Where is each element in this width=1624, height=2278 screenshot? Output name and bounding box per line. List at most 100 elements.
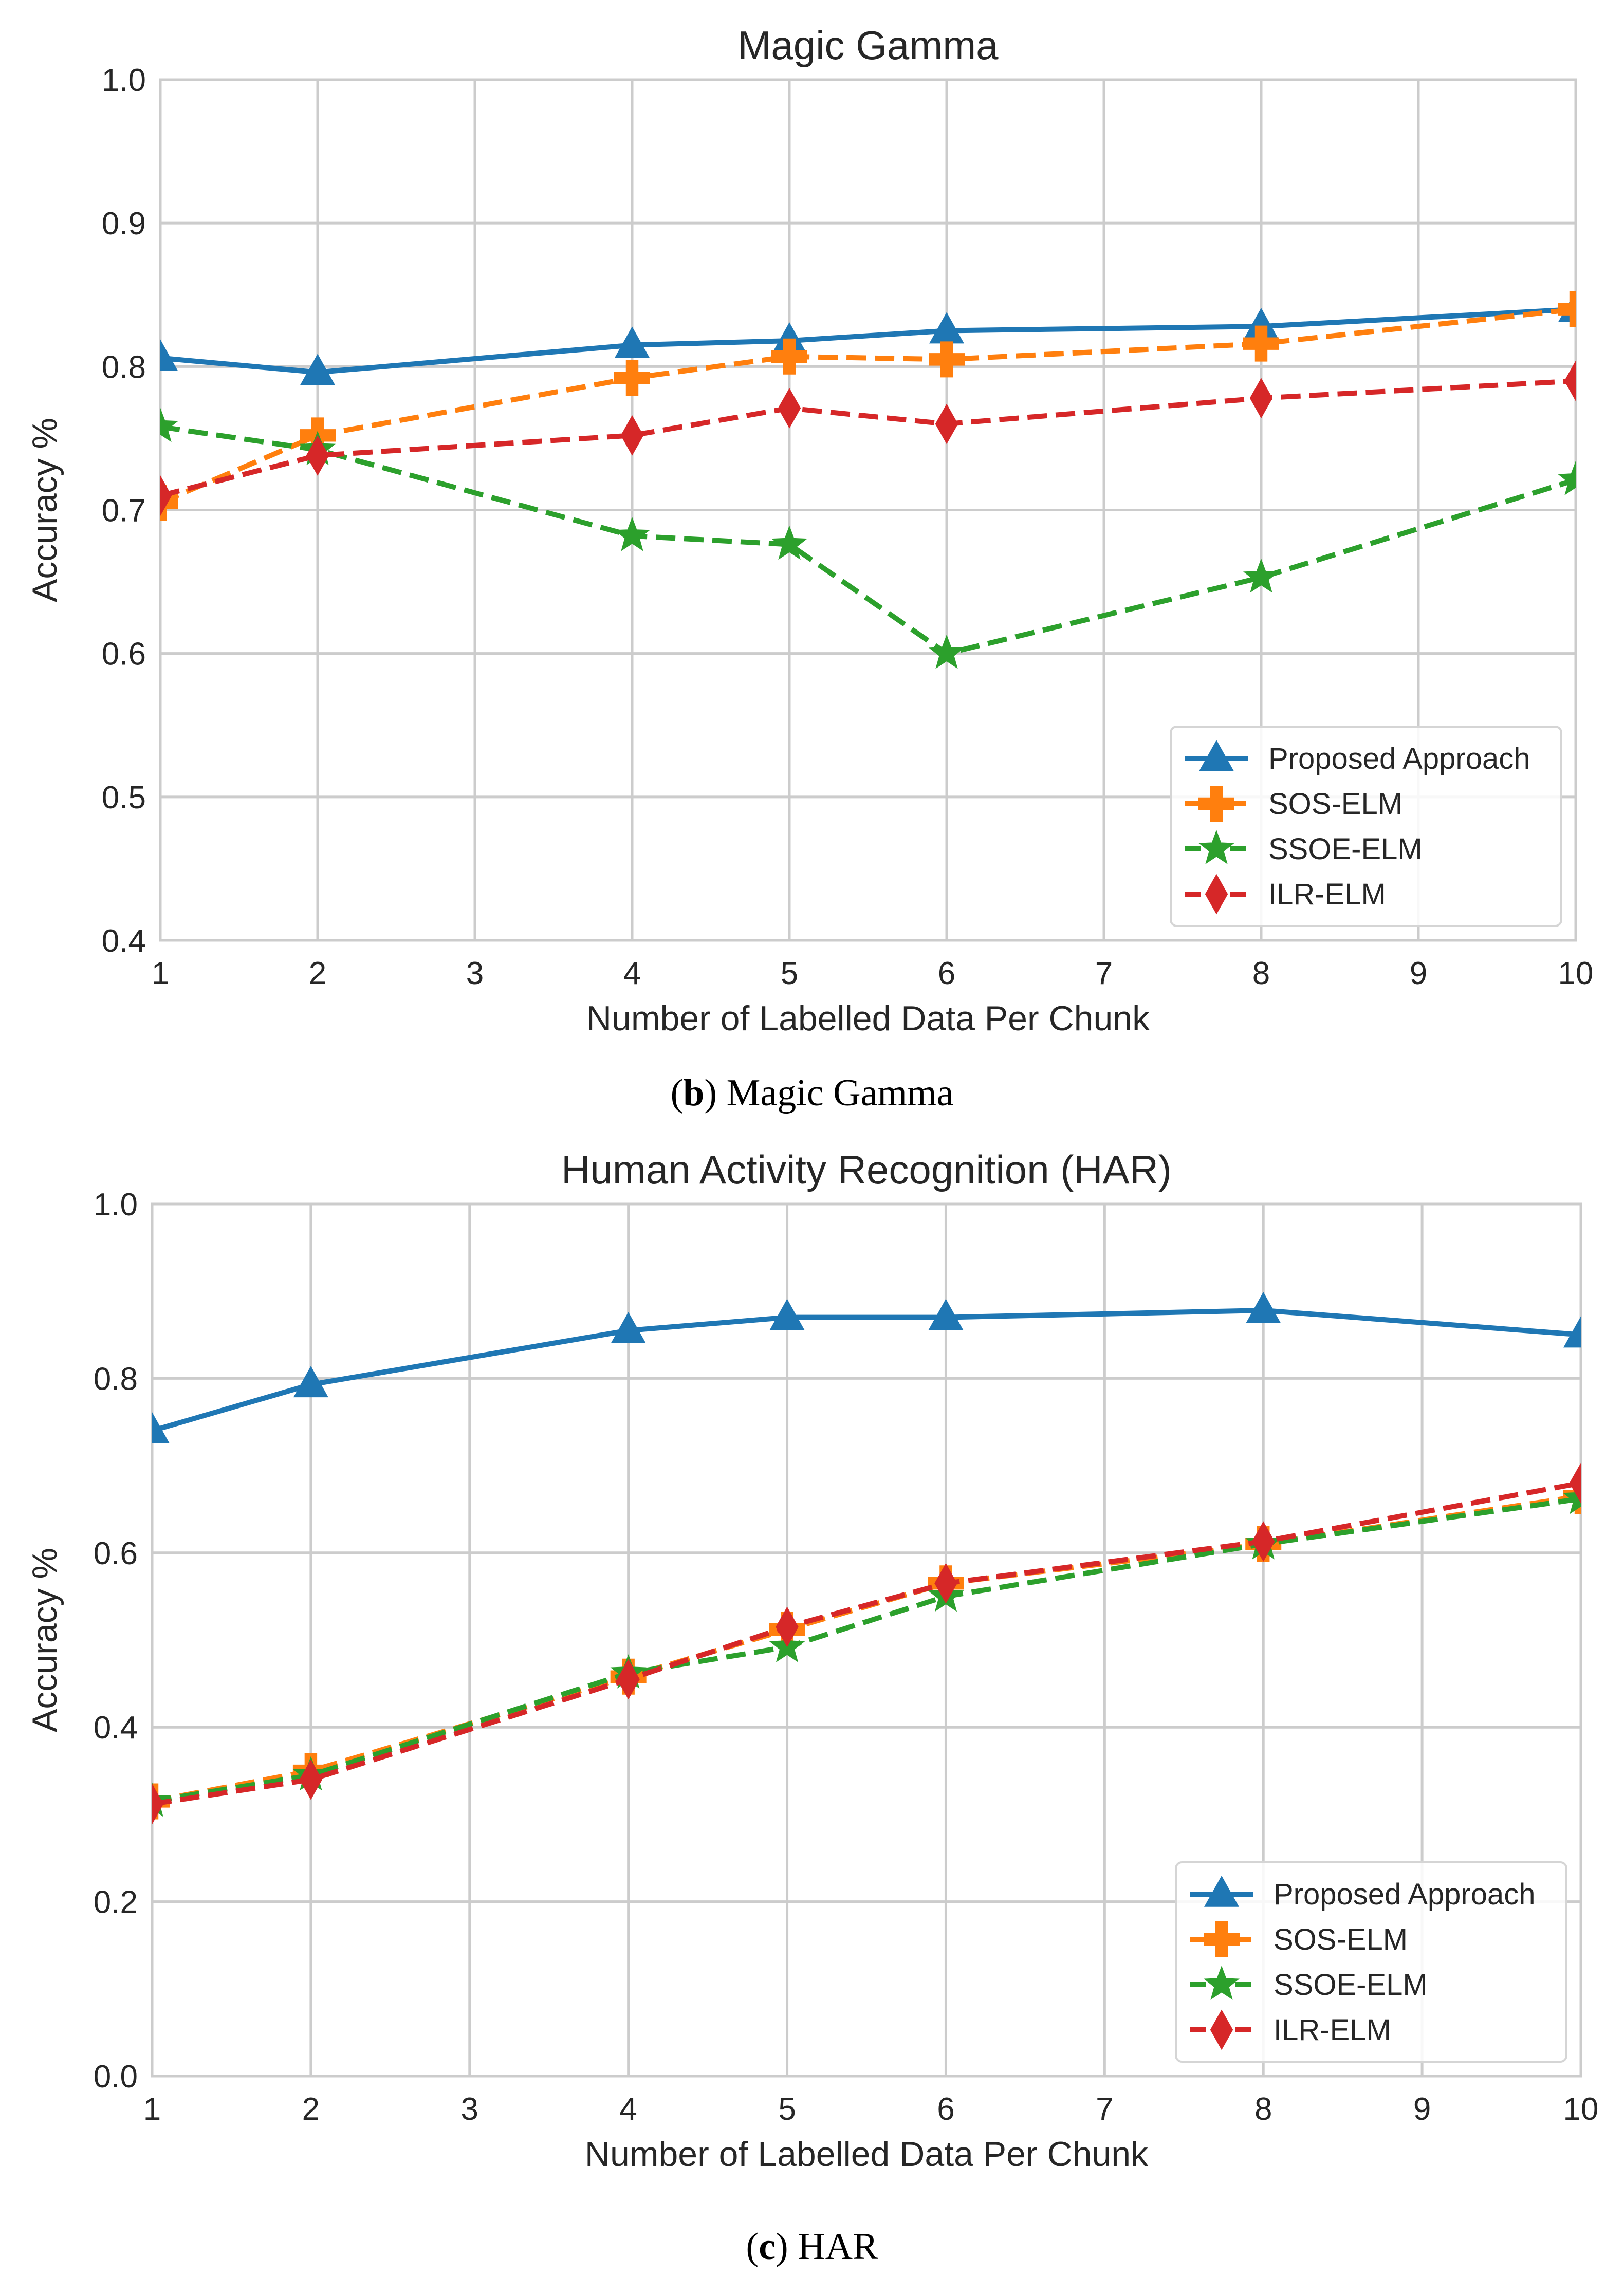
data-point-proposed-approach <box>611 1312 646 1343</box>
y-tick-label: 1.0 <box>102 63 146 98</box>
series-proposed-approach <box>160 290 1576 385</box>
legend-box <box>1175 1861 1567 2063</box>
y-tick-label: 0.8 <box>94 1361 138 1397</box>
chart-title: Magic Gamma <box>737 23 999 68</box>
chart-svg-magic-gamma: Magic Gamma 1 2 3 4 5 6 7 8 9 10 0.4 0.5 0.6 0.7 0.8 0.9… <box>25 23 1594 1038</box>
plot-frame <box>151 1202 1582 2078</box>
y-tick-label: 0.6 <box>94 1536 138 1571</box>
series-ilr-elm <box>160 360 1576 516</box>
y-axis-label: Accuracy % <box>25 418 64 602</box>
legend-marker-ssoe-elm <box>1198 830 1235 864</box>
grid <box>151 1202 1582 2078</box>
data-point-ilr-elm <box>306 435 329 476</box>
x-tick-label: 3 <box>466 956 484 991</box>
data-point-sos-elm <box>1558 291 1576 327</box>
y-tick-label: 1.0 <box>94 1187 138 1223</box>
x-tick-label: 5 <box>778 2091 796 2127</box>
legend-item-sos-elm: SOS-ELM <box>1185 786 1402 822</box>
legend-item-ssoe-elm: SSOE-ELM <box>1185 830 1423 866</box>
x-tick-label: 2 <box>302 2091 320 2127</box>
x-tick-label: 8 <box>1252 956 1270 991</box>
legend-item-proposed-approach: Proposed Approach <box>1185 739 1530 775</box>
x-tick-label: 2 <box>309 956 326 991</box>
chart-har: Human Activity Recognition (HAR) 1 2 3 4 5 6 7 8… <box>0 1131 1624 2278</box>
caption-har: (c) HAR <box>746 2226 878 2268</box>
y-tick-label: 0.7 <box>102 493 146 529</box>
x-tick-label: 6 <box>937 2091 954 2127</box>
data-point-sos-elm <box>771 338 807 375</box>
data-point-proposed-approach <box>300 354 336 385</box>
x-axis-label: Number of Labelled Data Per Chunk <box>586 999 1150 1038</box>
legend-label: SSOE-ELM <box>1274 1968 1428 2002</box>
data-point-ssoe-elm <box>771 525 808 560</box>
series-sos-elm <box>160 291 1576 521</box>
data-point-proposed-approach <box>614 326 650 358</box>
chart-title: Human Activity Recognition (HAR) <box>561 1147 1172 1192</box>
legend-label: ILR-ELM <box>1274 2013 1391 2047</box>
caption-letter: c <box>759 2226 776 2268</box>
series-line-sos-elm <box>152 1493 1581 1804</box>
series-ssoe-elm <box>160 408 1576 669</box>
data-point-proposed-approach <box>293 1366 328 1398</box>
y-tick-label: 0.2 <box>94 1885 138 1920</box>
legend-marker-sos-elm <box>1204 1921 1240 1957</box>
data-point-proposed-approach <box>160 339 178 371</box>
data-point-proposed-approach <box>152 1412 170 1444</box>
data-point-ilr-elm <box>152 1784 164 1824</box>
x-tick-label: 6 <box>938 956 955 991</box>
x-tick-label: 9 <box>1410 956 1427 991</box>
data-point-proposed-approach <box>1563 1316 1581 1348</box>
series-line-proposed-approach <box>152 1308 1581 1434</box>
legend-marker-ilr-elm <box>1210 2009 1233 2050</box>
legend-item-ssoe-elm: SSOE-ELM <box>1190 1966 1428 2002</box>
legend-item-ilr-elm: ILR-ELM <box>1190 2009 1391 2050</box>
chart-magic-gamma: Magic Gamma 1 2 3 4 5 6 7 8 9 10 0.4 0.5 0.6 0.7 0.8 0.9… <box>0 0 1624 1115</box>
legend-marker-sos-elm <box>1198 786 1234 822</box>
y-tick-label: 0.4 <box>102 923 146 959</box>
x-tick-label: 8 <box>1254 2091 1272 2127</box>
data-point-ilr-elm <box>620 415 644 456</box>
data-point-ssoe-elm <box>614 516 651 551</box>
x-tick-label: 10 <box>1558 956 1594 991</box>
legend-label: SOS-ELM <box>1274 1923 1408 1956</box>
x-tick-label: 10 <box>1563 2091 1599 2127</box>
data-point-ilr-elm <box>1564 360 1576 401</box>
x-tick-label: 4 <box>623 956 641 991</box>
legend-marker-proposed-approach <box>1204 1875 1240 1907</box>
legend-label: SOS-ELM <box>1268 787 1402 821</box>
x-tick-label: 5 <box>781 956 798 991</box>
legend-marker-ilr-elm <box>1205 874 1228 915</box>
data-point-proposed-approach <box>1246 1291 1281 1323</box>
legend-item-proposed-approach: Proposed Approach <box>1190 1875 1535 1911</box>
data-point-sos-elm <box>614 360 650 396</box>
legend-label: Proposed Approach <box>1274 1878 1535 1911</box>
data-point-proposed-approach <box>928 1299 964 1330</box>
series-proposed-approach <box>152 1291 1581 1444</box>
series-line-ilr-elm <box>160 378 1576 498</box>
data-point-ilr-elm <box>617 1659 640 1700</box>
data-point-ilr-elm <box>934 1563 957 1604</box>
data-point-sos-elm <box>1243 325 1279 362</box>
y-tick-label: 0.5 <box>102 780 146 816</box>
x-tick-label: 1 <box>143 2091 161 2127</box>
caption-letter: b <box>683 1072 705 1114</box>
data-point-ssoe-elm <box>1243 558 1280 593</box>
data-point-ilr-elm <box>1249 378 1273 419</box>
x-tick-label: 4 <box>619 2091 637 2127</box>
data-point-ilr-elm <box>776 1606 799 1647</box>
data-point-ilr-elm <box>160 475 172 516</box>
y-tick-label: 0.6 <box>102 637 146 672</box>
y-axis-label: Accuracy % <box>25 1548 64 1732</box>
data-point-ilr-elm <box>1569 1462 1581 1504</box>
y-tick-label: 0.9 <box>102 206 146 242</box>
x-tick-label: 1 <box>152 956 169 991</box>
data-point-ilr-elm <box>299 1759 323 1800</box>
legend-item-ilr-elm: ILR-ELM <box>1185 874 1386 915</box>
legend-marker-proposed-approach <box>1198 739 1234 771</box>
x-tick-label: 7 <box>1095 956 1113 991</box>
data-point-sos-elm <box>929 341 965 378</box>
y-tick-label: 0.8 <box>102 349 146 385</box>
chart-svg-har: Human Activity Recognition (HAR) 1 2 3 4 5 6 7 8… <box>25 1147 1599 2174</box>
legend-marker-ssoe-elm <box>1203 1966 1240 2000</box>
series-line-ssoe-elm <box>160 424 1576 656</box>
